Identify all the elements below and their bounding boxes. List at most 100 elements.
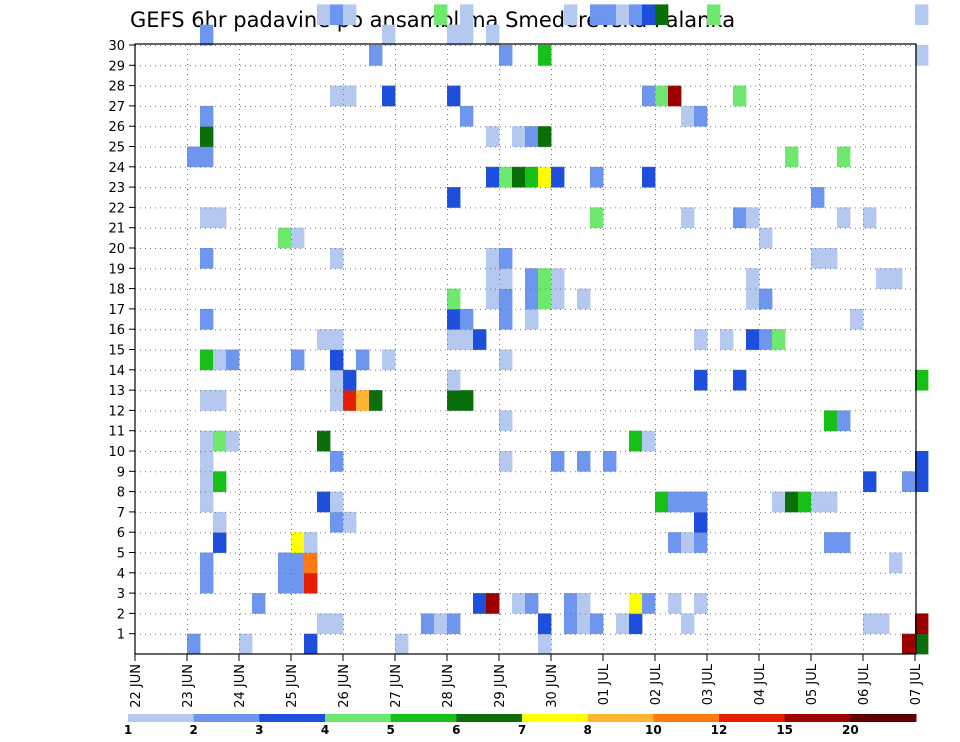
heatmap-cell: [499, 451, 513, 472]
colorbar-label: 4: [321, 723, 329, 737]
heatmap-cell: [616, 4, 630, 26]
heatmap-cell: [486, 126, 500, 147]
heatmap-cell: [668, 85, 682, 107]
colorbar-swatch: [128, 714, 195, 722]
heatmap-cell: [317, 329, 331, 350]
y-tick-label: 20: [108, 242, 125, 257]
heatmap-cell: [538, 45, 552, 66]
heatmap-cell: [707, 4, 721, 26]
heatmap-cell: [226, 430, 240, 452]
heatmap-cell: [746, 268, 760, 289]
heatmap-cell: [499, 248, 513, 269]
heatmap-cell: [642, 430, 656, 452]
heatmap-cell: [629, 430, 643, 452]
heatmap-cell: [863, 613, 877, 635]
x-tick-label: 05 JUL: [805, 663, 820, 705]
heatmap-cell: [200, 105, 214, 127]
heatmap-cell: [330, 4, 344, 26]
heatmap-cell: [551, 288, 565, 310]
heatmap-cell: [356, 390, 370, 411]
heatmap-cell: [551, 268, 565, 289]
colorbar-swatch: [784, 714, 851, 722]
heatmap-cell: [343, 85, 357, 107]
heatmap-cell: [369, 45, 383, 66]
y-tick-label: 4: [117, 567, 125, 582]
x-tick-label: 03 JUL: [701, 663, 716, 705]
y-tick-label: 27: [108, 100, 125, 115]
heatmap-cell: [330, 248, 344, 269]
heatmap-cell: [902, 633, 916, 655]
heatmap-cell: [317, 613, 331, 635]
heatmap-cell: [811, 491, 825, 513]
heatmap-cell: [200, 552, 214, 574]
x-tick-label: 30 JUN: [545, 664, 560, 708]
colorbar-label: 20: [842, 723, 859, 737]
heatmap-cell: [200, 24, 214, 46]
heatmap-cell: [668, 491, 682, 513]
heatmap-cell: [382, 85, 396, 107]
heatmap-cell: [460, 390, 474, 411]
colorbar-label: 2: [189, 723, 197, 737]
y-axis-ticks: 1234567891011121314151617181920212223242…: [108, 39, 135, 643]
heatmap-cell: [603, 451, 617, 472]
heatmap-cell: [915, 633, 929, 655]
heatmap-cell: [733, 369, 747, 391]
heatmap-cell: [902, 471, 916, 492]
heatmap-cell: [278, 572, 292, 594]
x-tick-label: 07 JUL: [909, 663, 924, 705]
colorbar-label: 7: [518, 723, 526, 737]
heatmap-cell: [447, 369, 461, 391]
x-tick-label: 25 JUN: [285, 664, 300, 708]
heatmap-cell: [733, 85, 747, 107]
heatmap-cell: [200, 207, 214, 229]
heatmap-cell: [746, 207, 760, 229]
heatmap-cell: [759, 288, 773, 310]
heatmap-cell: [330, 349, 344, 371]
heatmap-cell: [200, 491, 214, 513]
heatmap-cell: [876, 268, 890, 289]
heatmap-cell: [590, 166, 604, 188]
heatmap-cell: [746, 329, 760, 350]
heatmap-cell: [915, 45, 929, 66]
heatmap-cell: [486, 24, 500, 46]
heatmap-cell: [694, 369, 708, 391]
heatmap-cell: [538, 288, 552, 310]
heatmap-cell: [278, 552, 292, 574]
heatmap-cell: [668, 593, 682, 614]
heatmap-cell: [512, 166, 526, 188]
heatmap-cell: [499, 288, 513, 310]
heatmap-cell: [876, 613, 890, 635]
heatmap-cell: [564, 613, 578, 635]
colorbar-label: 10: [645, 723, 662, 737]
heatmap-cell: [486, 166, 500, 188]
y-tick-label: 1: [117, 628, 125, 643]
heatmap-cell: [525, 288, 539, 310]
colorbar: 1 2 3 4 5 6 7 8 10 12 15 20: [124, 714, 917, 737]
x-tick-label: 06 JUL: [857, 663, 872, 705]
heatmap-cells: [187, 4, 929, 655]
heatmap-cell: [473, 593, 487, 614]
heatmap-cell: [577, 288, 591, 310]
y-tick-label: 16: [108, 323, 125, 338]
heatmap-cell: [824, 532, 838, 553]
heatmap-cell: [213, 511, 227, 533]
heatmap-cell: [837, 207, 851, 229]
colorbar-label: 15: [776, 723, 793, 737]
heatmap-cell: [746, 288, 760, 310]
heatmap-cell: [304, 633, 318, 655]
heatmap-cell: [785, 146, 799, 168]
heatmap-cell: [460, 329, 474, 350]
heatmap-cell: [304, 532, 318, 553]
heatmap-cell: [577, 613, 591, 635]
heatmap-cell: [447, 390, 461, 411]
heatmap-cell: [694, 105, 708, 127]
y-tick-label: 7: [117, 506, 125, 521]
colorbar-label: 6: [452, 723, 460, 737]
heatmap-cell: [460, 105, 474, 127]
heatmap-cell: [525, 593, 539, 614]
heatmap-cell: [863, 471, 877, 492]
heatmap-cell: [447, 24, 461, 46]
heatmap-cell: [681, 105, 695, 127]
heatmap-cell: [889, 552, 903, 574]
heatmap-cell: [694, 532, 708, 553]
